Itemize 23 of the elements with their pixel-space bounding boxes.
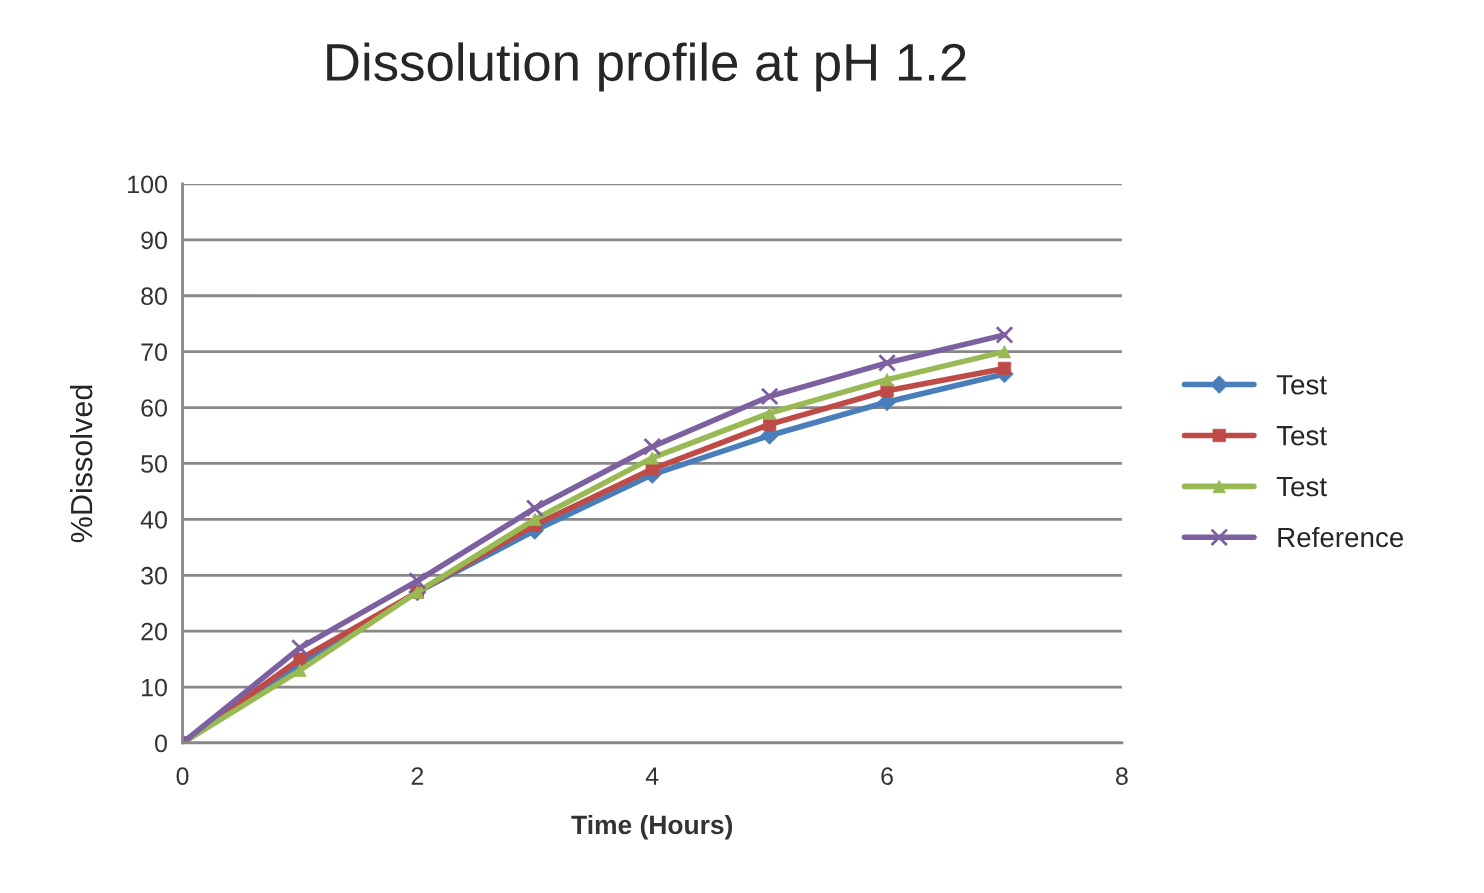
x-tick-label: 8 [1116,767,1128,785]
y-tick-label: 60 [141,399,167,417]
legend-label: Test [1276,375,1327,395]
x-axis-title: Time (Hours) [571,814,733,840]
x-tick-label: 6 [881,767,893,785]
y-axis-title: %Dissolved [69,385,93,543]
y-tick-label: 50 [141,455,167,473]
legend-label: Test [1276,476,1327,497]
legend-label: Test [1276,426,1327,446]
y-tick-label: 80 [141,287,167,306]
y-tick-label: 20 [141,622,167,641]
y-tick-label: 40 [140,510,167,529]
x-tick-label: 4 [645,767,659,785]
y-tick-label: 10 [142,678,167,697]
x-tick-label: 2 [411,767,424,785]
legend-label: Reference [1278,526,1404,548]
y-tick-label: 70 [141,343,167,361]
chart-title: Dissolution profile at pH 1.2 [327,42,966,92]
y-tick-label: 100 [128,175,167,194]
y-tick-label: 90 [141,231,167,250]
y-tick-label: 0 [155,734,167,753]
y-tick-label: 30 [141,566,167,585]
x-tick-label: 0 [176,767,189,785]
